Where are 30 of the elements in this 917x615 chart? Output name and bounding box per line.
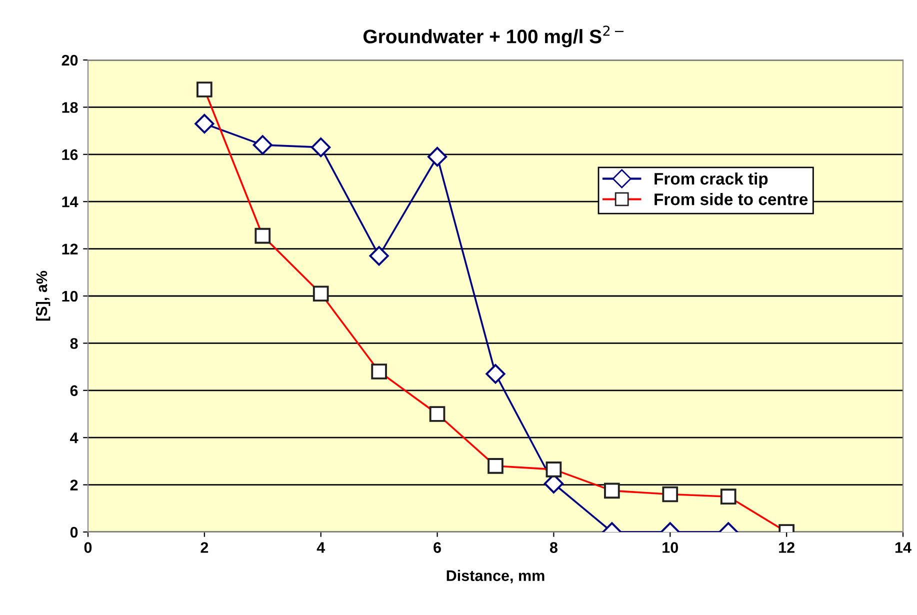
legend-label: From side to centre: [654, 192, 808, 206]
chart-title: Groundwater + 100 mg/l S$^{2−}$: [363, 26, 624, 48]
x-tick-label: 0: [84, 542, 92, 553]
point: [194, 114, 214, 134]
point: [311, 138, 331, 158]
x-tick-label: 14: [895, 542, 912, 553]
y-tick-label: 16: [62, 149, 78, 160]
point: [369, 246, 389, 266]
y-axis-title: [S], a%: [36, 270, 50, 321]
y-tick-label: 0: [70, 526, 78, 538]
y-tick-label: 10: [62, 290, 78, 302]
x-tick-label: 6: [434, 542, 441, 553]
y-tick-label: 20: [62, 54, 78, 66]
y-tick-label: 2: [70, 480, 78, 490]
x-tick-label: 4: [316, 542, 326, 553]
x-tick-label: 2: [200, 542, 208, 553]
y-tick-label: 6: [70, 385, 78, 396]
y-tick-label: 4: [70, 432, 78, 444]
point: [486, 364, 506, 384]
y-tick-label: 8: [70, 338, 78, 349]
y-tick-label: 14: [62, 196, 78, 208]
x-tick-label: 8: [550, 542, 558, 553]
point: [427, 146, 448, 167]
point: [252, 135, 272, 155]
y-tick-label: 12: [62, 244, 78, 254]
x-tick-label: 10: [662, 542, 678, 553]
x-axis-title: Distance, mm: [446, 570, 544, 584]
x-tick-label: 12: [779, 542, 794, 553]
y-tick-label: 18: [62, 102, 78, 113]
legend-label: From crack tip: [654, 172, 768, 188]
